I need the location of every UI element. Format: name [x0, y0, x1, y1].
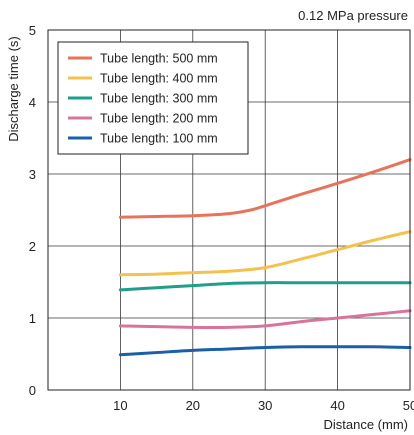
tick-labels: 10 20 30 40 50 0 1 2 3 4 5	[29, 23, 414, 413]
legend-label: Tube length: 500 mm	[100, 52, 218, 66]
legend: Tube length: 500 mm Tube length: 400 mm Tu…	[57, 41, 249, 155]
x-tick-label: 40	[330, 398, 344, 413]
y-tick-label: 1	[29, 311, 36, 326]
y-tick-label: 5	[29, 23, 36, 38]
y-tick-label: 2	[29, 239, 36, 254]
x-tick-label: 10	[113, 398, 127, 413]
plot-border	[47, 29, 411, 391]
x-tick-label: 50	[403, 398, 414, 413]
y-tick-label: 3	[29, 167, 36, 182]
series-line	[118, 158, 412, 219]
legend-label: Tube length: 400 mm	[100, 72, 218, 86]
series-line	[118, 281, 412, 292]
series-line	[118, 230, 412, 277]
legend-label: Tube length: 100 mm	[100, 132, 218, 146]
legend-label: Tube length: 200 mm	[100, 112, 218, 126]
y-tick-label: 4	[29, 95, 36, 110]
x-tick-label: 20	[186, 398, 200, 413]
x-tick-label: 30	[258, 398, 272, 413]
series-line	[118, 345, 412, 357]
pressure-annotation: 0.12 MPa pressure	[298, 8, 408, 23]
y-axis-label: Discharge time (s)	[6, 36, 21, 141]
y-tick-label: 0	[29, 383, 36, 398]
x-axis-label: Distance (mm)	[323, 417, 408, 432]
series-lines	[118, 158, 412, 357]
plot-frame	[47, 29, 411, 391]
legend-label: Tube length: 300 mm	[100, 92, 218, 106]
series-line	[118, 309, 412, 329]
